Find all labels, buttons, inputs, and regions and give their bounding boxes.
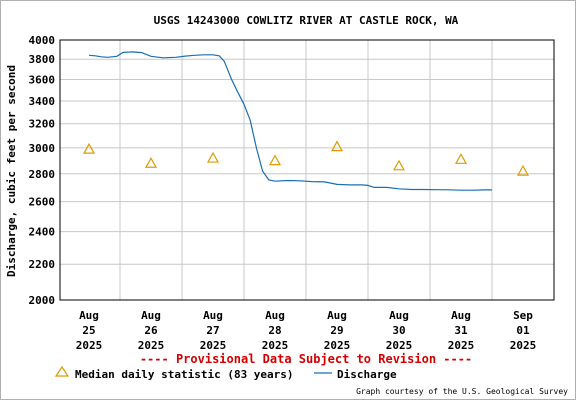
x-tick-label-line: Aug — [327, 309, 347, 322]
x-tick-label-line: 26 — [144, 324, 158, 337]
x-tick-label-line: 2025 — [262, 339, 289, 352]
x-tick-label-line: 25 — [82, 324, 95, 337]
median-marker — [268, 154, 282, 166]
x-tick-label-line: Aug — [389, 309, 409, 322]
provisional-notice: ---- Provisional Data Subject to Revisio… — [140, 352, 472, 366]
credit-text: Graph courtesy of the U.S. Geological Su… — [356, 387, 568, 396]
x-tick-label-line: Sep — [513, 309, 533, 322]
median-marker — [454, 153, 468, 164]
y-axis-ticks: 2000 2200 2400 2600 2800 3000 3200 3400 3600 3800… — [29, 34, 56, 307]
x-tick-label: Aug 26 2025 — [138, 309, 165, 352]
x-tick-label: Sep 01 2025 — [510, 309, 537, 352]
x-tick-label: Aug 30 2025 — [386, 309, 413, 352]
y-tick-label: 3600 — [29, 74, 56, 87]
x-tick-label-line: 2025 — [510, 339, 537, 352]
x-axis-ticks: Aug 25 2025 Aug 26 2025 Aug 27 2025 Aug 28 2025 Aug 2… — [76, 309, 537, 352]
plot-border — [59, 39, 555, 301]
median-marker — [330, 140, 344, 152]
median-legend-label: Median daily statistic (83 years) — [75, 368, 294, 381]
discharge-legend-label: Discharge — [337, 368, 397, 381]
y-tick-label: 2600 — [29, 196, 56, 209]
y-tick-label: 2200 — [29, 258, 56, 271]
median-marker — [516, 164, 530, 176]
x-tick-label-line: 28 — [268, 324, 281, 337]
y-tick-label: 3400 — [29, 95, 56, 108]
x-tick-label-line: 2025 — [386, 339, 413, 352]
y-tick-label: 2400 — [29, 226, 56, 239]
y-axis-label: Discharge, cubic feet per second — [5, 65, 18, 277]
x-tick-label-line: Aug — [203, 309, 223, 322]
x-tick-label-line: 27 — [206, 324, 219, 337]
chart-title: USGS 14243000 COWLITZ RIVER AT CASTLE RO… — [154, 14, 459, 27]
x-tick-label-line: 2025 — [324, 339, 351, 352]
x-tick-label-line: 30 — [392, 324, 405, 337]
x-tick-label-line: 2025 — [138, 339, 165, 352]
median-marker — [82, 142, 96, 154]
y-tick-label: 2800 — [29, 168, 56, 181]
x-tick-label-line: 01 — [516, 324, 530, 337]
series — [82, 51, 530, 191]
x-tick-label: Aug 31 2025 — [448, 309, 475, 352]
median-marker — [206, 151, 220, 163]
y-tick-label: 3200 — [29, 118, 56, 131]
x-tick-label-line: Aug — [265, 309, 285, 322]
x-tick-label-line: 29 — [330, 324, 343, 337]
x-tick-label-line: Aug — [451, 309, 471, 322]
x-tick-label-line: 2025 — [76, 339, 103, 352]
legend: Median daily statistic (83 years) Discha… — [54, 365, 397, 381]
median-marker — [392, 159, 406, 171]
x-tick-label-line: 2025 — [448, 339, 475, 352]
grid — [60, 40, 554, 300]
y-tick-label: 3800 — [29, 53, 56, 66]
x-tick-label: Aug 25 2025 — [76, 309, 103, 352]
y-tick-label: 2000 — [29, 294, 56, 307]
x-tick-label: Aug 27 2025 — [200, 309, 227, 352]
x-tick-label-line: Aug — [141, 309, 161, 322]
y-tick-label: 4000 — [29, 34, 56, 47]
median-marker — [144, 156, 158, 168]
x-tick-label-line: 2025 — [200, 339, 227, 352]
x-tick-label-line: 31 — [454, 324, 468, 337]
discharge-line — [88, 51, 492, 191]
x-tick-label: Aug 28 2025 — [262, 309, 289, 352]
x-tick-label-line: Aug — [79, 309, 99, 322]
y-tick-label: 3000 — [29, 142, 56, 155]
median-legend-icon — [54, 365, 70, 377]
x-tick-label: Aug 29 2025 — [324, 309, 351, 352]
